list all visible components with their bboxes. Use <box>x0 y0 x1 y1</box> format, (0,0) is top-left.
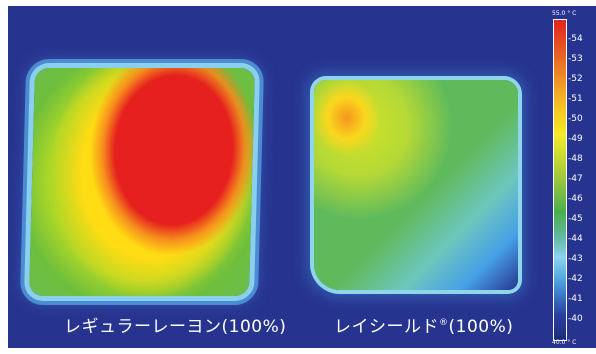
rayshield-caption-suffix: (100%) <box>448 317 514 337</box>
scale-tick-54: 54 <box>568 34 582 44</box>
scale-tick-47: 47 <box>568 174 582 184</box>
scale-tick-46: 46 <box>568 194 582 204</box>
scale-tick-53: 53 <box>568 54 582 64</box>
rayshield-caption-text: レイシールド <box>334 317 439 337</box>
temperature-scale: 55.0 ° C 545352515049484746454443424140 … <box>546 6 596 348</box>
scale-tick-40: 40 <box>568 314 582 324</box>
scale-tick-49: 49 <box>568 134 582 144</box>
scale-tick-48: 48 <box>568 154 582 164</box>
color-scale-bar <box>553 19 567 341</box>
thermal-image: レギュラーレーヨン(100%) レイシールド®(100%) <box>8 6 546 348</box>
regular-rayon-caption: レギュラーレーヨン(100%) <box>64 317 287 337</box>
rayshield-caption: レイシールド®(100%) <box>334 312 513 337</box>
scale-tick-44: 44 <box>568 234 582 244</box>
scale-tick-42: 42 <box>568 274 582 284</box>
scale-tick-52: 52 <box>568 74 582 84</box>
scale-tick-51: 51 <box>568 94 582 104</box>
scale-min-label: 40.0 ° C <box>552 339 577 346</box>
scale-tick-50: 50 <box>568 114 582 124</box>
rayshield-sample <box>314 80 518 290</box>
regular-rayon-sample <box>29 68 255 296</box>
scale-max-label: 55.0 ° C <box>552 10 577 17</box>
scale-tick-45: 45 <box>568 214 582 224</box>
scale-tick-41: 41 <box>568 294 582 304</box>
scale-tick-43: 43 <box>568 254 582 264</box>
registered-mark: ® <box>439 318 449 328</box>
scale-ticks: 54 53 52 51 50 49 48 47 46 45 44 43 42 41 40 <box>568 19 596 339</box>
